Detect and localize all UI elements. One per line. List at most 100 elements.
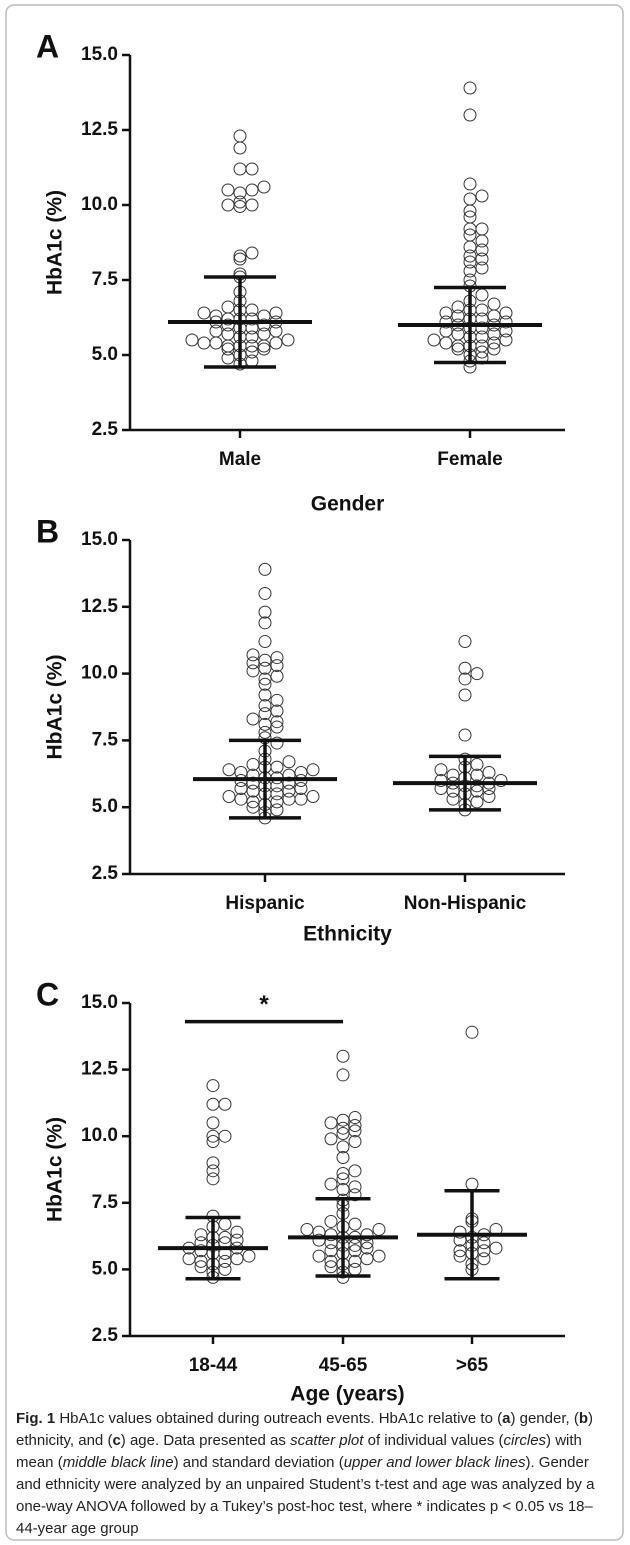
data-point bbox=[270, 720, 284, 734]
data-point bbox=[233, 186, 247, 200]
data-point bbox=[269, 306, 283, 320]
data-point bbox=[245, 162, 259, 176]
data-point bbox=[446, 768, 460, 782]
data-point bbox=[336, 1113, 350, 1127]
caption-text: of individual values ( bbox=[363, 1432, 504, 1449]
data-point bbox=[257, 342, 271, 356]
caption-text: b bbox=[578, 1410, 588, 1427]
data-point bbox=[336, 1140, 350, 1154]
data-point bbox=[221, 327, 235, 341]
data-point bbox=[348, 1217, 362, 1231]
caption-text: circles bbox=[503, 1432, 547, 1449]
data-point bbox=[475, 321, 489, 335]
data-point bbox=[258, 586, 272, 600]
data-point bbox=[470, 768, 484, 782]
data-point bbox=[470, 667, 484, 681]
y-tick-label: 2.5 bbox=[92, 863, 119, 884]
data-point bbox=[245, 303, 259, 317]
data-point bbox=[245, 312, 259, 326]
data-point bbox=[206, 1097, 220, 1111]
data-point bbox=[206, 1156, 220, 1170]
data-point bbox=[221, 318, 235, 332]
data-point bbox=[242, 1249, 256, 1263]
data-point bbox=[439, 336, 453, 350]
data-point bbox=[475, 261, 489, 275]
data-point bbox=[258, 605, 272, 619]
data-point bbox=[336, 1049, 350, 1063]
data-point bbox=[246, 656, 260, 670]
figure-border bbox=[5, 4, 624, 1541]
data-point bbox=[451, 339, 465, 353]
data-point bbox=[475, 339, 489, 353]
data-point bbox=[348, 1124, 362, 1138]
y-tick-label: 2.5 bbox=[92, 1325, 119, 1346]
data-point bbox=[206, 1164, 220, 1178]
caption-text: middle black line bbox=[62, 1454, 174, 1471]
data-point bbox=[222, 790, 236, 804]
data-point bbox=[458, 728, 472, 742]
x-tick-label: >65 bbox=[456, 1355, 489, 1376]
data-point bbox=[499, 315, 513, 329]
data-point bbox=[348, 1135, 362, 1149]
data-point bbox=[475, 243, 489, 257]
data-point bbox=[477, 1244, 491, 1258]
data-point bbox=[194, 1254, 208, 1268]
data-point bbox=[221, 183, 235, 197]
data-point bbox=[245, 183, 259, 197]
data-point bbox=[475, 330, 489, 344]
data-point bbox=[257, 318, 271, 332]
data-point bbox=[463, 192, 477, 206]
y-tick-label: 7.5 bbox=[92, 729, 119, 750]
caption-text: ) ethnicity, and ( bbox=[16, 1410, 593, 1449]
y-tick-label: 10.0 bbox=[81, 663, 118, 684]
data-point bbox=[306, 763, 320, 777]
data-point bbox=[234, 765, 248, 779]
x-tick-label: 18-44 bbox=[189, 1355, 238, 1376]
data-point bbox=[463, 81, 477, 95]
data-point bbox=[360, 1241, 374, 1255]
data-point bbox=[206, 1135, 220, 1149]
data-point bbox=[463, 108, 477, 122]
caption-text: Fig. 1 bbox=[16, 1410, 56, 1427]
data-point bbox=[258, 699, 272, 713]
data-point bbox=[463, 228, 477, 242]
data-point bbox=[446, 784, 460, 798]
y-tick-label: 12.5 bbox=[81, 119, 118, 140]
data-point bbox=[246, 800, 260, 814]
data-point bbox=[451, 327, 465, 341]
data-point bbox=[324, 1260, 338, 1274]
y-axis-title: HbA1c (%) bbox=[44, 1117, 67, 1222]
data-point bbox=[206, 1079, 220, 1093]
data-point bbox=[475, 222, 489, 236]
data-point bbox=[194, 1244, 208, 1258]
data-point bbox=[465, 1025, 479, 1039]
x-tick-label: Male bbox=[219, 449, 261, 470]
data-point bbox=[270, 659, 284, 673]
data-point bbox=[194, 1228, 208, 1242]
data-point bbox=[270, 704, 284, 718]
data-point bbox=[336, 1151, 350, 1165]
data-point bbox=[439, 306, 453, 320]
caption-text: a bbox=[502, 1410, 511, 1427]
x-tick-label: Hispanic bbox=[225, 893, 305, 914]
data-point bbox=[453, 1244, 467, 1258]
caption-text: ) age. Data presented as bbox=[120, 1432, 291, 1449]
data-point bbox=[294, 792, 308, 806]
caption-text: ) gender, ( bbox=[510, 1410, 579, 1427]
panel-label: B bbox=[36, 513, 59, 549]
data-point bbox=[218, 1254, 232, 1268]
panel-label: A bbox=[36, 28, 59, 64]
data-point bbox=[270, 693, 284, 707]
data-point bbox=[258, 616, 272, 630]
data-point bbox=[482, 765, 496, 779]
data-point bbox=[487, 309, 501, 323]
data-point bbox=[458, 635, 472, 649]
y-tick-label: 7.5 bbox=[92, 1192, 119, 1213]
significance-label: * bbox=[259, 991, 269, 1018]
y-tick-label: 12.5 bbox=[81, 1059, 118, 1080]
data-point bbox=[222, 763, 236, 777]
data-point bbox=[218, 1217, 232, 1231]
data-point bbox=[453, 1249, 467, 1263]
y-tick-label: 10.0 bbox=[81, 194, 118, 215]
data-point bbox=[458, 672, 472, 686]
